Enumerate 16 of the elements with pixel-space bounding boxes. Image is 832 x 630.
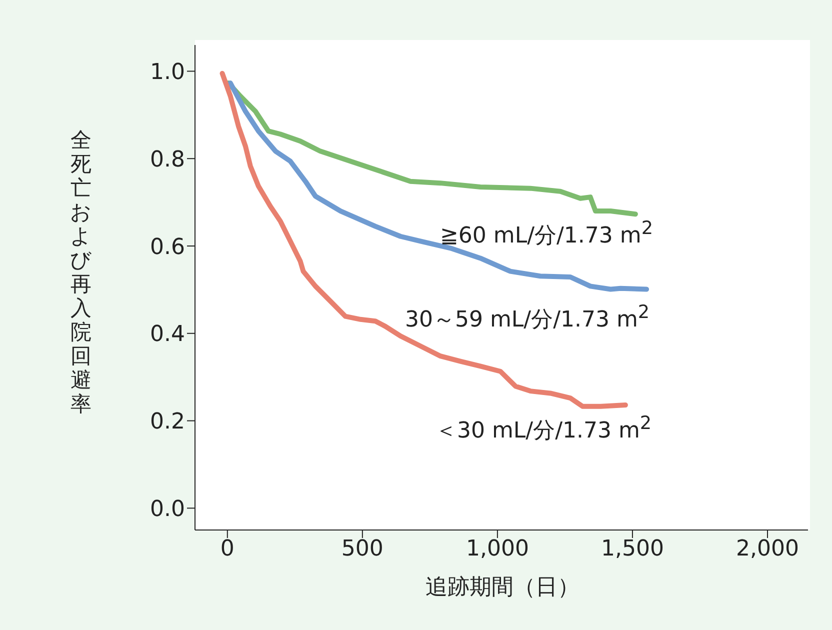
series-label: ＜30 mL/分/1.73 m$^{2}$ xyxy=(435,413,652,446)
x-tick-label: 500 xyxy=(341,536,384,562)
x-tick-label: 2,000 xyxy=(736,536,799,562)
x-tick-label: 0 xyxy=(220,536,234,562)
x-tick-label: 1,000 xyxy=(466,536,529,562)
series-label: 30～59 mL/分/1.73 m$^{2}$ xyxy=(405,302,650,334)
y-tick-label: 1.0 xyxy=(150,60,185,86)
x-tick-label: 1,500 xyxy=(600,536,664,562)
series-label: ≧60 mL/分/1.73 m$^{2}$ xyxy=(440,218,654,250)
y-tick-label: 0.6 xyxy=(150,234,185,260)
y-tick-label: 0.2 xyxy=(150,410,185,435)
x-axis-title: 追跡期間（日） xyxy=(424,574,580,602)
y-tick-label: 0.0 xyxy=(150,496,185,522)
y-tick-label: 0.4 xyxy=(150,322,185,348)
y-tick-label: 0.8 xyxy=(150,147,185,172)
text: 全死亡および再入院回避率 xyxy=(70,128,92,416)
